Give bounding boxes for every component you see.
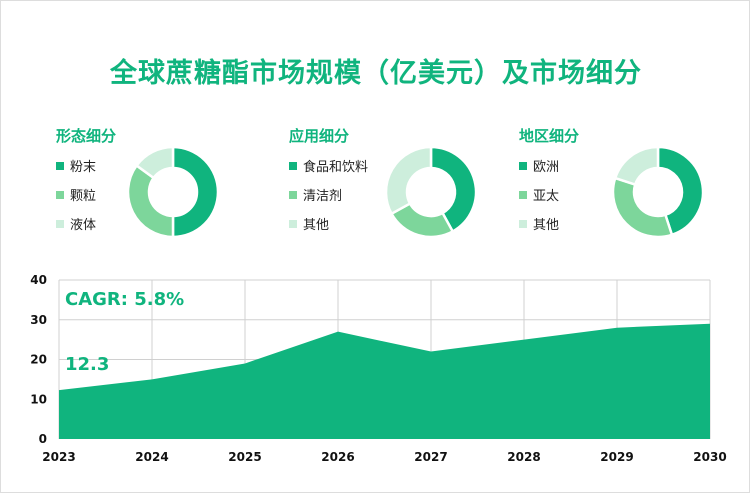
legend-label: 其他: [303, 218, 330, 233]
y-tick-label: 20: [30, 353, 47, 367]
donut-slice: [171, 145, 220, 239]
donut-slice: [611, 176, 674, 239]
donut-slice: [384, 145, 433, 216]
legend-label: 液体: [70, 218, 97, 233]
donut-slice: [613, 145, 660, 187]
y-tick-label: 40: [30, 273, 47, 287]
y-tick-label: 30: [30, 313, 47, 327]
first-value-label: 12.3: [65, 354, 110, 375]
legend-label: 食品和饮料: [303, 160, 369, 175]
legend-label: 颗粒: [70, 189, 97, 204]
legend-item: 亚太: [519, 180, 559, 209]
donut-slice: [126, 163, 175, 239]
legend-item: 粉末: [56, 151, 96, 180]
legend-item: 其他: [289, 209, 368, 238]
segment-title: 地区细分: [519, 127, 580, 145]
donut-slice: [134, 145, 175, 180]
legend-label: 其他: [533, 218, 560, 233]
legend-swatch: [56, 161, 64, 170]
area-series: [59, 323, 710, 439]
x-tick-label: 2026: [321, 450, 354, 464]
legend-item: 其他: [519, 209, 559, 238]
donut-slice: [656, 145, 705, 237]
y-tick-label: 0: [39, 432, 47, 446]
legend-swatch: [56, 190, 64, 199]
legend-label: 亚太: [533, 189, 560, 204]
legend-label: 清洁剂: [303, 189, 343, 204]
legend-item: 食品和饮料: [289, 151, 368, 180]
x-tick-label: 2024: [135, 450, 168, 464]
legend-swatch: [56, 219, 64, 228]
segment-title: 形态细分: [56, 127, 117, 145]
segment-legend: 食品和饮料清洁剂其他: [289, 151, 368, 238]
x-tick-label: 2030: [693, 450, 726, 464]
x-tick-label: 2025: [228, 450, 261, 464]
page-title: 全球蔗糖酯市场规模（亿美元）及市场细分: [110, 58, 642, 89]
legend-swatch: [519, 190, 527, 199]
legend-item: 清洁剂: [289, 180, 368, 209]
legend-label: 粉末: [70, 160, 97, 175]
x-tick-label: 2028: [507, 450, 540, 464]
legend-item: 颗粒: [56, 180, 96, 209]
cagr-annotation: CAGR: 5.8%: [65, 289, 185, 310]
x-tick-label: 2023: [42, 450, 75, 464]
y-tick-label: 10: [30, 392, 47, 406]
legend-swatch: [289, 190, 297, 199]
segment-legend: 粉末 颗粒 液体: [56, 151, 96, 238]
legend-swatch: [519, 219, 527, 228]
x-tick-label: 2029: [600, 450, 633, 464]
legend-swatch: [289, 219, 297, 228]
donut-slice: [429, 145, 478, 234]
legend-label: 欧洲: [533, 160, 560, 175]
legend-swatch: [289, 161, 297, 170]
legend-swatch: [519, 161, 527, 170]
legend-item: 液体: [56, 209, 96, 238]
segment-title: 应用细分: [289, 127, 350, 145]
segment-legend: 欧洲 亚太 其他: [519, 151, 559, 238]
x-tick-label: 2027: [414, 450, 447, 464]
legend-item: 欧洲: [519, 151, 559, 180]
